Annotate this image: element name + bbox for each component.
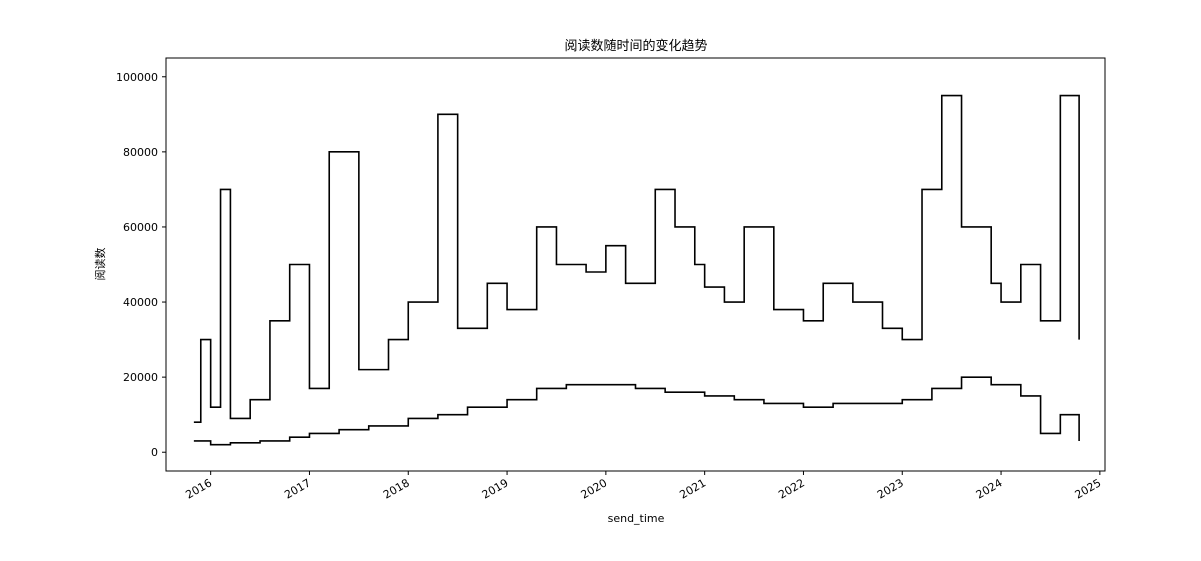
y-axis-label: 阅读数 <box>93 248 107 281</box>
x-axis-label: send_time <box>608 512 665 525</box>
y-axis: 0 20000 40000 60000 80000 100000 <box>116 71 166 459</box>
series-line-1 <box>193 94 1080 423</box>
y-tick-label: 80000 <box>123 146 158 159</box>
series-line-2 <box>193 376 1080 446</box>
plot-frame <box>165 57 1106 472</box>
chart-title: 阅读数随时间的变化趋势 <box>564 38 707 54</box>
y-tick-label: 60000 <box>123 221 158 234</box>
y-tick-label: 40000 <box>123 296 158 309</box>
y-tick-label: 0 <box>151 446 158 459</box>
plot-area <box>193 94 1080 446</box>
y-tick-label: 20000 <box>123 371 158 384</box>
y-tick-label: 100000 <box>116 71 158 84</box>
